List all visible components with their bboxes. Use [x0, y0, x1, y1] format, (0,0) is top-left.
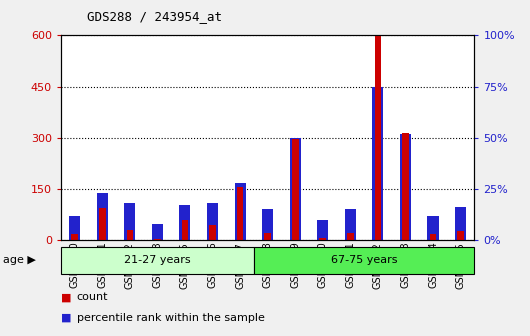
Text: count: count	[77, 292, 108, 302]
Bar	[347, 233, 354, 240]
Bar	[237, 187, 243, 240]
Bar	[400, 134, 411, 240]
Bar	[182, 220, 188, 240]
Bar	[125, 203, 135, 240]
Bar	[235, 183, 245, 240]
Bar	[254, 247, 474, 274]
Text: ■: ■	[61, 292, 72, 302]
Bar	[292, 139, 298, 240]
Bar	[320, 238, 326, 240]
Text: percentile rank within the sample: percentile rank within the sample	[77, 312, 264, 323]
Bar	[154, 239, 161, 240]
Bar	[375, 35, 381, 240]
Bar	[430, 234, 436, 240]
Bar	[317, 220, 328, 240]
Bar	[72, 234, 78, 240]
Bar	[290, 138, 301, 240]
Bar	[209, 225, 216, 240]
Bar	[262, 210, 273, 240]
Bar	[152, 224, 163, 240]
Text: ■: ■	[61, 312, 72, 323]
Bar	[457, 231, 464, 240]
Bar	[345, 210, 356, 240]
Text: GDS288 / 243954_at: GDS288 / 243954_at	[87, 10, 223, 23]
Bar	[97, 193, 108, 240]
Text: 67-75 years: 67-75 years	[331, 255, 398, 265]
Bar	[127, 230, 133, 240]
Bar	[61, 247, 254, 274]
Bar	[264, 234, 271, 240]
Bar	[69, 216, 80, 240]
Bar	[99, 208, 105, 240]
Bar	[428, 216, 438, 240]
Bar	[402, 133, 409, 240]
Bar	[373, 86, 383, 240]
Bar	[180, 205, 190, 240]
Bar	[455, 207, 466, 240]
Bar	[207, 203, 218, 240]
Text: 21-27 years: 21-27 years	[124, 255, 191, 265]
Text: age ▶: age ▶	[3, 255, 36, 265]
